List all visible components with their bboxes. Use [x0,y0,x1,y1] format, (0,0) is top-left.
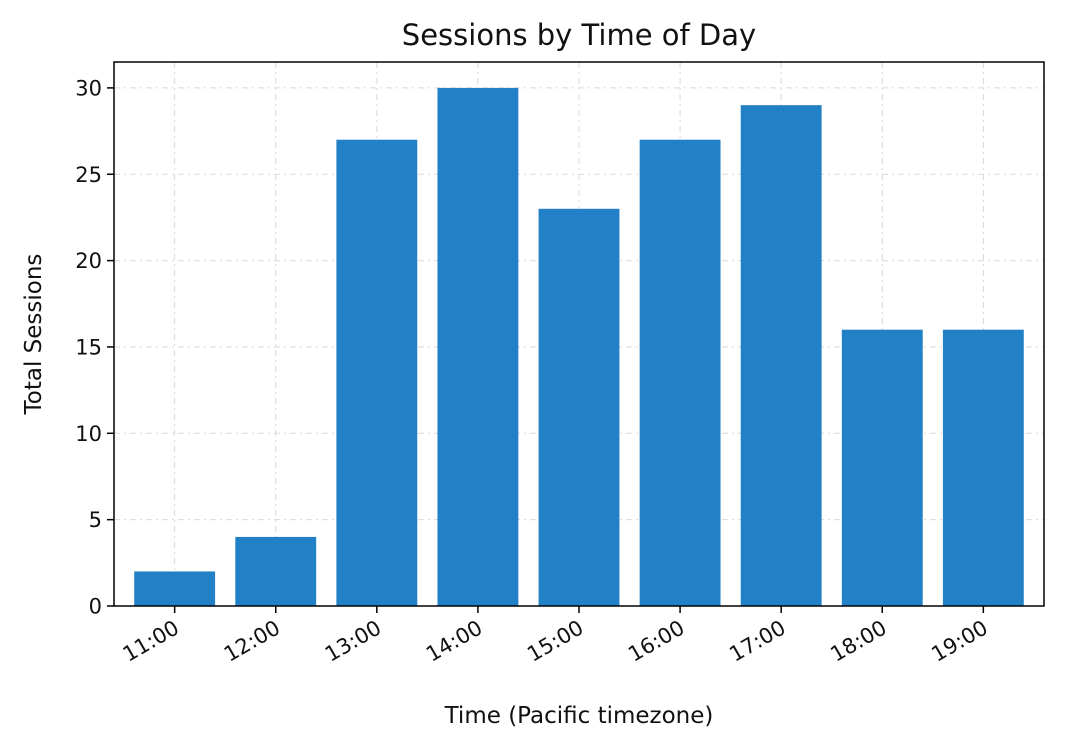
x-tick-label: 12:00 [220,616,284,667]
y-tick-label: 5 [89,508,102,532]
x-tick-label: 15:00 [523,616,587,667]
x-tick-label: 16:00 [624,616,688,667]
x-tick-label: 19:00 [927,616,991,667]
x-tick-label: 13:00 [321,616,385,667]
bars [134,87,1024,607]
y-tick-label: 10 [75,422,102,446]
bar-1100 [134,571,216,606]
bar-1300 [336,139,418,606]
x-tick-label: 17:00 [725,616,789,667]
x-tick-label: 14:00 [422,616,486,667]
bar-1700 [740,105,822,606]
bar-1500 [538,208,620,607]
y-tick-label: 0 [89,595,102,619]
bar-1600 [639,139,721,606]
bar-1400 [437,87,519,606]
y-axis-label: Total Sessions [21,254,47,416]
y-tick-label: 30 [75,76,102,100]
x-axis-ticks: 11:00 12:00 13:00 14:00 15:00 16:00 17:00 18:00… [119,606,992,667]
x-tick-label: 18:00 [826,616,890,667]
x-axis-label: Time (Pacific timezone) [444,703,714,729]
y-tick-label: 20 [75,249,102,273]
y-tick-label: 25 [75,163,102,187]
y-tick-label: 15 [75,335,102,359]
y-axis-ticks: 0 5 10 15 20 25 30 [75,76,114,619]
x-tick-label: 11:00 [119,616,183,667]
bar-1900 [942,329,1024,606]
bar-1200 [235,536,317,606]
bar-1800 [841,329,923,606]
chart-title: Sessions by Time of Day [402,18,756,52]
